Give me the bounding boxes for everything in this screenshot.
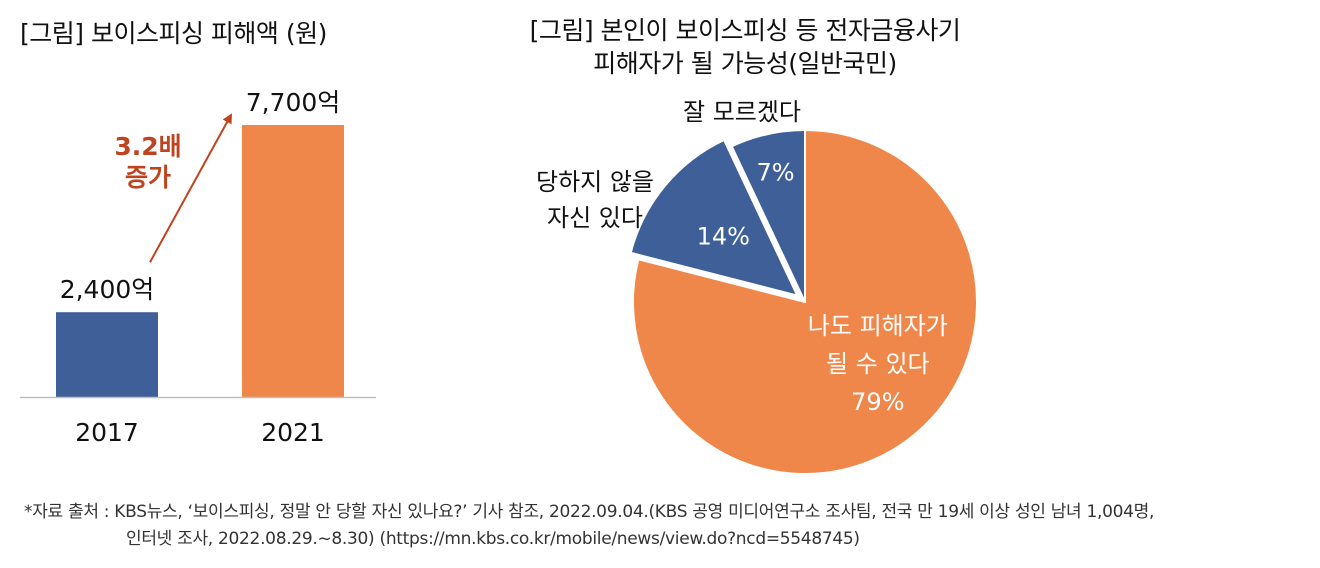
slice-label: 나도 피해자가 — [808, 312, 948, 340]
bar-value-label: 7,700억 — [246, 88, 341, 117]
pie-slice — [629, 138, 800, 298]
bar-2021 — [242, 125, 344, 397]
slice-label: 자신 있다 — [547, 204, 643, 232]
pie-title-line-1: [그림] 본인이 보이스피싱 등 전자금융사기 — [529, 16, 961, 45]
pie-title-line-2: 피해자가 될 가능성(일반국민) — [593, 49, 897, 78]
bar-value-label: 2,400억 — [60, 275, 155, 304]
x-tick-label: 2017 — [75, 418, 139, 447]
slice-value-label: 7% — [757, 158, 795, 186]
bar-2017 — [56, 312, 158, 397]
pie-chart-title: [그림] 본인이 보이스피싱 등 전자금융사기 피해자가 될 가능성(일반국민) — [495, 14, 995, 80]
slice-label: 당하지 않을 — [536, 168, 654, 196]
slice-value-label: 79% — [851, 388, 904, 416]
source-note-line-2: 인터넷 조사, 2022.08.29.~8.30) (https://mn.kb… — [126, 529, 860, 549]
increase-annotation: 3.2배 — [114, 132, 181, 161]
source-note-line-1: *자료 출처 : KBS뉴스, ‘보이스피싱, 정말 안 당할 자신 있나요?’… — [24, 502, 1155, 522]
slice-value-label: 14% — [697, 222, 750, 250]
x-tick-label: 2021 — [261, 418, 325, 447]
increase-annotation: 증가 — [125, 163, 171, 192]
bar-chart-title: [그림] 보이스피싱 피해액 (원) — [20, 19, 327, 48]
slice-label: 될 수 있다 — [826, 350, 930, 378]
slice-label: 잘 모르겠다 — [683, 98, 801, 126]
pie-slice — [730, 128, 806, 303]
increase-arrow — [149, 113, 232, 263]
